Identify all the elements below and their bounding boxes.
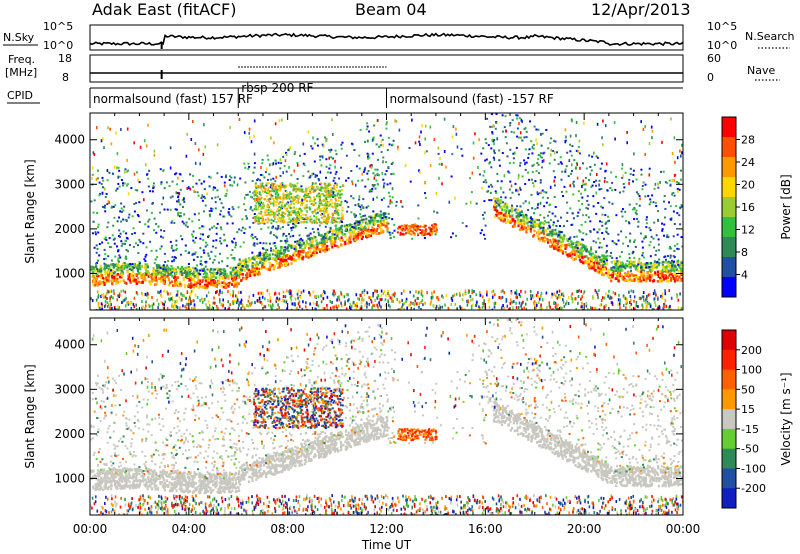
velocity-panel: 1000 2000 3000 4000 Slant Range [km] xyxy=(23,317,684,516)
beam-title: Beam 04 xyxy=(355,0,427,19)
y-tick-label: 3000 xyxy=(54,382,85,396)
colorbar-swatch xyxy=(722,428,736,450)
station-title: Adak East (fitACF) xyxy=(92,0,237,19)
colorbar-tick-label: 15 xyxy=(741,403,755,416)
cpid-mode-label: normalsound (fast) -157 RF xyxy=(390,92,554,106)
y-tick-label: 2000 xyxy=(54,427,85,441)
colorbar-tick-label: 200 xyxy=(741,344,762,357)
colorbar-swatch xyxy=(722,330,736,351)
noise-panel: N.Sky 10^5 10^0 10^5 10^0 N.Search xyxy=(3,20,795,52)
rti-cells xyxy=(90,318,683,515)
colorbar-tick-label: -200 xyxy=(741,482,766,495)
nsearch-label: N.Search xyxy=(745,30,795,43)
noise-frame xyxy=(89,24,684,51)
colorbar-swatch xyxy=(722,277,736,298)
noise-right-tick-bottom: 10^0 xyxy=(707,39,737,52)
y-axis-label: Slant Range [km] xyxy=(23,159,37,263)
colorbar-swatch xyxy=(722,369,736,390)
x-tick-label: 12:00 xyxy=(369,522,404,536)
colorbar-swatch xyxy=(722,217,736,238)
y-tick-label: 4000 xyxy=(54,133,85,147)
colorbar-tick-label: -50 xyxy=(741,443,759,456)
rti-frame xyxy=(89,112,684,311)
colorbar-swatch xyxy=(722,389,736,410)
colorbar-tick-label: -100 xyxy=(741,462,766,475)
colorbar-label: Velocity [m s⁻¹] xyxy=(779,372,793,465)
colorbar-tick-label: 28 xyxy=(741,134,755,147)
colorbar-swatch xyxy=(722,117,736,138)
colorbar-swatch xyxy=(722,468,736,489)
x-tick-label: 04:00 xyxy=(172,522,207,536)
freq-tick-bottom: 8 xyxy=(62,71,69,84)
colorbar-tick-label: 12 xyxy=(741,224,755,237)
cpid-label: CPID xyxy=(7,89,33,102)
colorbar-swatch xyxy=(722,257,736,278)
colorbar-swatch xyxy=(722,409,736,430)
nave-label: Nave xyxy=(747,64,775,77)
colorbar-tick-label: 8 xyxy=(741,246,748,259)
colorbar-swatch xyxy=(722,237,736,258)
cpid-mode-label: rbsp 200 RF xyxy=(241,81,313,95)
nave-tick-bottom: 0 xyxy=(707,71,714,84)
freq-panel: Freq.[MHz] 18 8 60 0 Nave xyxy=(5,52,780,84)
colorbar-tick-label: 4 xyxy=(741,269,748,282)
noise-left-tick-bottom: 10^0 xyxy=(43,39,73,52)
noise-sky-series xyxy=(89,32,684,47)
power-panel: 1000 2000 3000 4000 Slant Range [km] xyxy=(23,112,684,311)
y-tick-label: 4000 xyxy=(54,338,85,352)
x-tick-label: 00:00 xyxy=(73,522,108,536)
colorbar-swatch xyxy=(722,197,736,218)
colorbar-tick-label: 50 xyxy=(741,383,755,396)
noise-right-tick-top: 10^5 xyxy=(707,20,737,33)
freq-frame xyxy=(89,54,684,83)
colorbar-tick-label: 24 xyxy=(741,156,755,169)
colorbar-tick-label: 100 xyxy=(741,364,762,377)
y-tick-label: 1000 xyxy=(54,266,85,280)
colorbar-swatch xyxy=(722,157,736,178)
x-tick-label: 00:00 xyxy=(666,522,701,536)
time-axis: 00:00 04:00 08:00 12:00 16:00 20:00 00:00 Time … xyxy=(73,113,701,552)
colorbar-label: Power [dB] xyxy=(779,174,793,239)
date-title: 12/Apr/2013 xyxy=(591,0,691,19)
x-tick-label: 08:00 xyxy=(270,522,305,536)
freq-unit-label: [MHz] xyxy=(5,66,37,79)
power-colorbar: 28 24 20 16 12 8 4 Power [dB] xyxy=(721,116,793,298)
rti-cells xyxy=(90,113,683,310)
colorbar-swatch xyxy=(722,488,736,509)
colorbar-tick-label: -15 xyxy=(741,423,759,436)
colorbar-tick-label: 16 xyxy=(741,201,755,214)
colorbar-frame xyxy=(721,329,737,509)
freq-tick-top: 18 xyxy=(58,52,72,65)
y-axis-label: Slant Range [km] xyxy=(23,364,37,468)
y-tick-label: 3000 xyxy=(54,177,85,191)
colorbar-swatch xyxy=(722,177,736,198)
colorbar-tick-label: 20 xyxy=(741,179,755,192)
nave-tick-top: 60 xyxy=(707,52,721,65)
y-tick-label: 1000 xyxy=(54,471,85,485)
colorbar-swatch xyxy=(722,349,736,371)
colorbar-swatch xyxy=(722,448,736,469)
cpid-mode-label: normalsound (fast) 157 RF xyxy=(93,92,253,106)
x-axis-label: Time UT xyxy=(361,538,412,552)
y-tick-label: 2000 xyxy=(54,222,85,236)
velocity-colorbar: 200 100 50 15 -15 -50 -100 -200 Velocity [m s⁻¹] xyxy=(721,329,793,509)
colorbar-swatch xyxy=(722,137,736,158)
noise-left-tick-top: 10^5 xyxy=(43,20,73,33)
x-tick-label: 20:00 xyxy=(567,522,602,536)
freq-label: Freq. xyxy=(8,53,35,66)
x-tick-label: 16:00 xyxy=(468,522,503,536)
nsky-label: N.Sky xyxy=(3,31,35,44)
